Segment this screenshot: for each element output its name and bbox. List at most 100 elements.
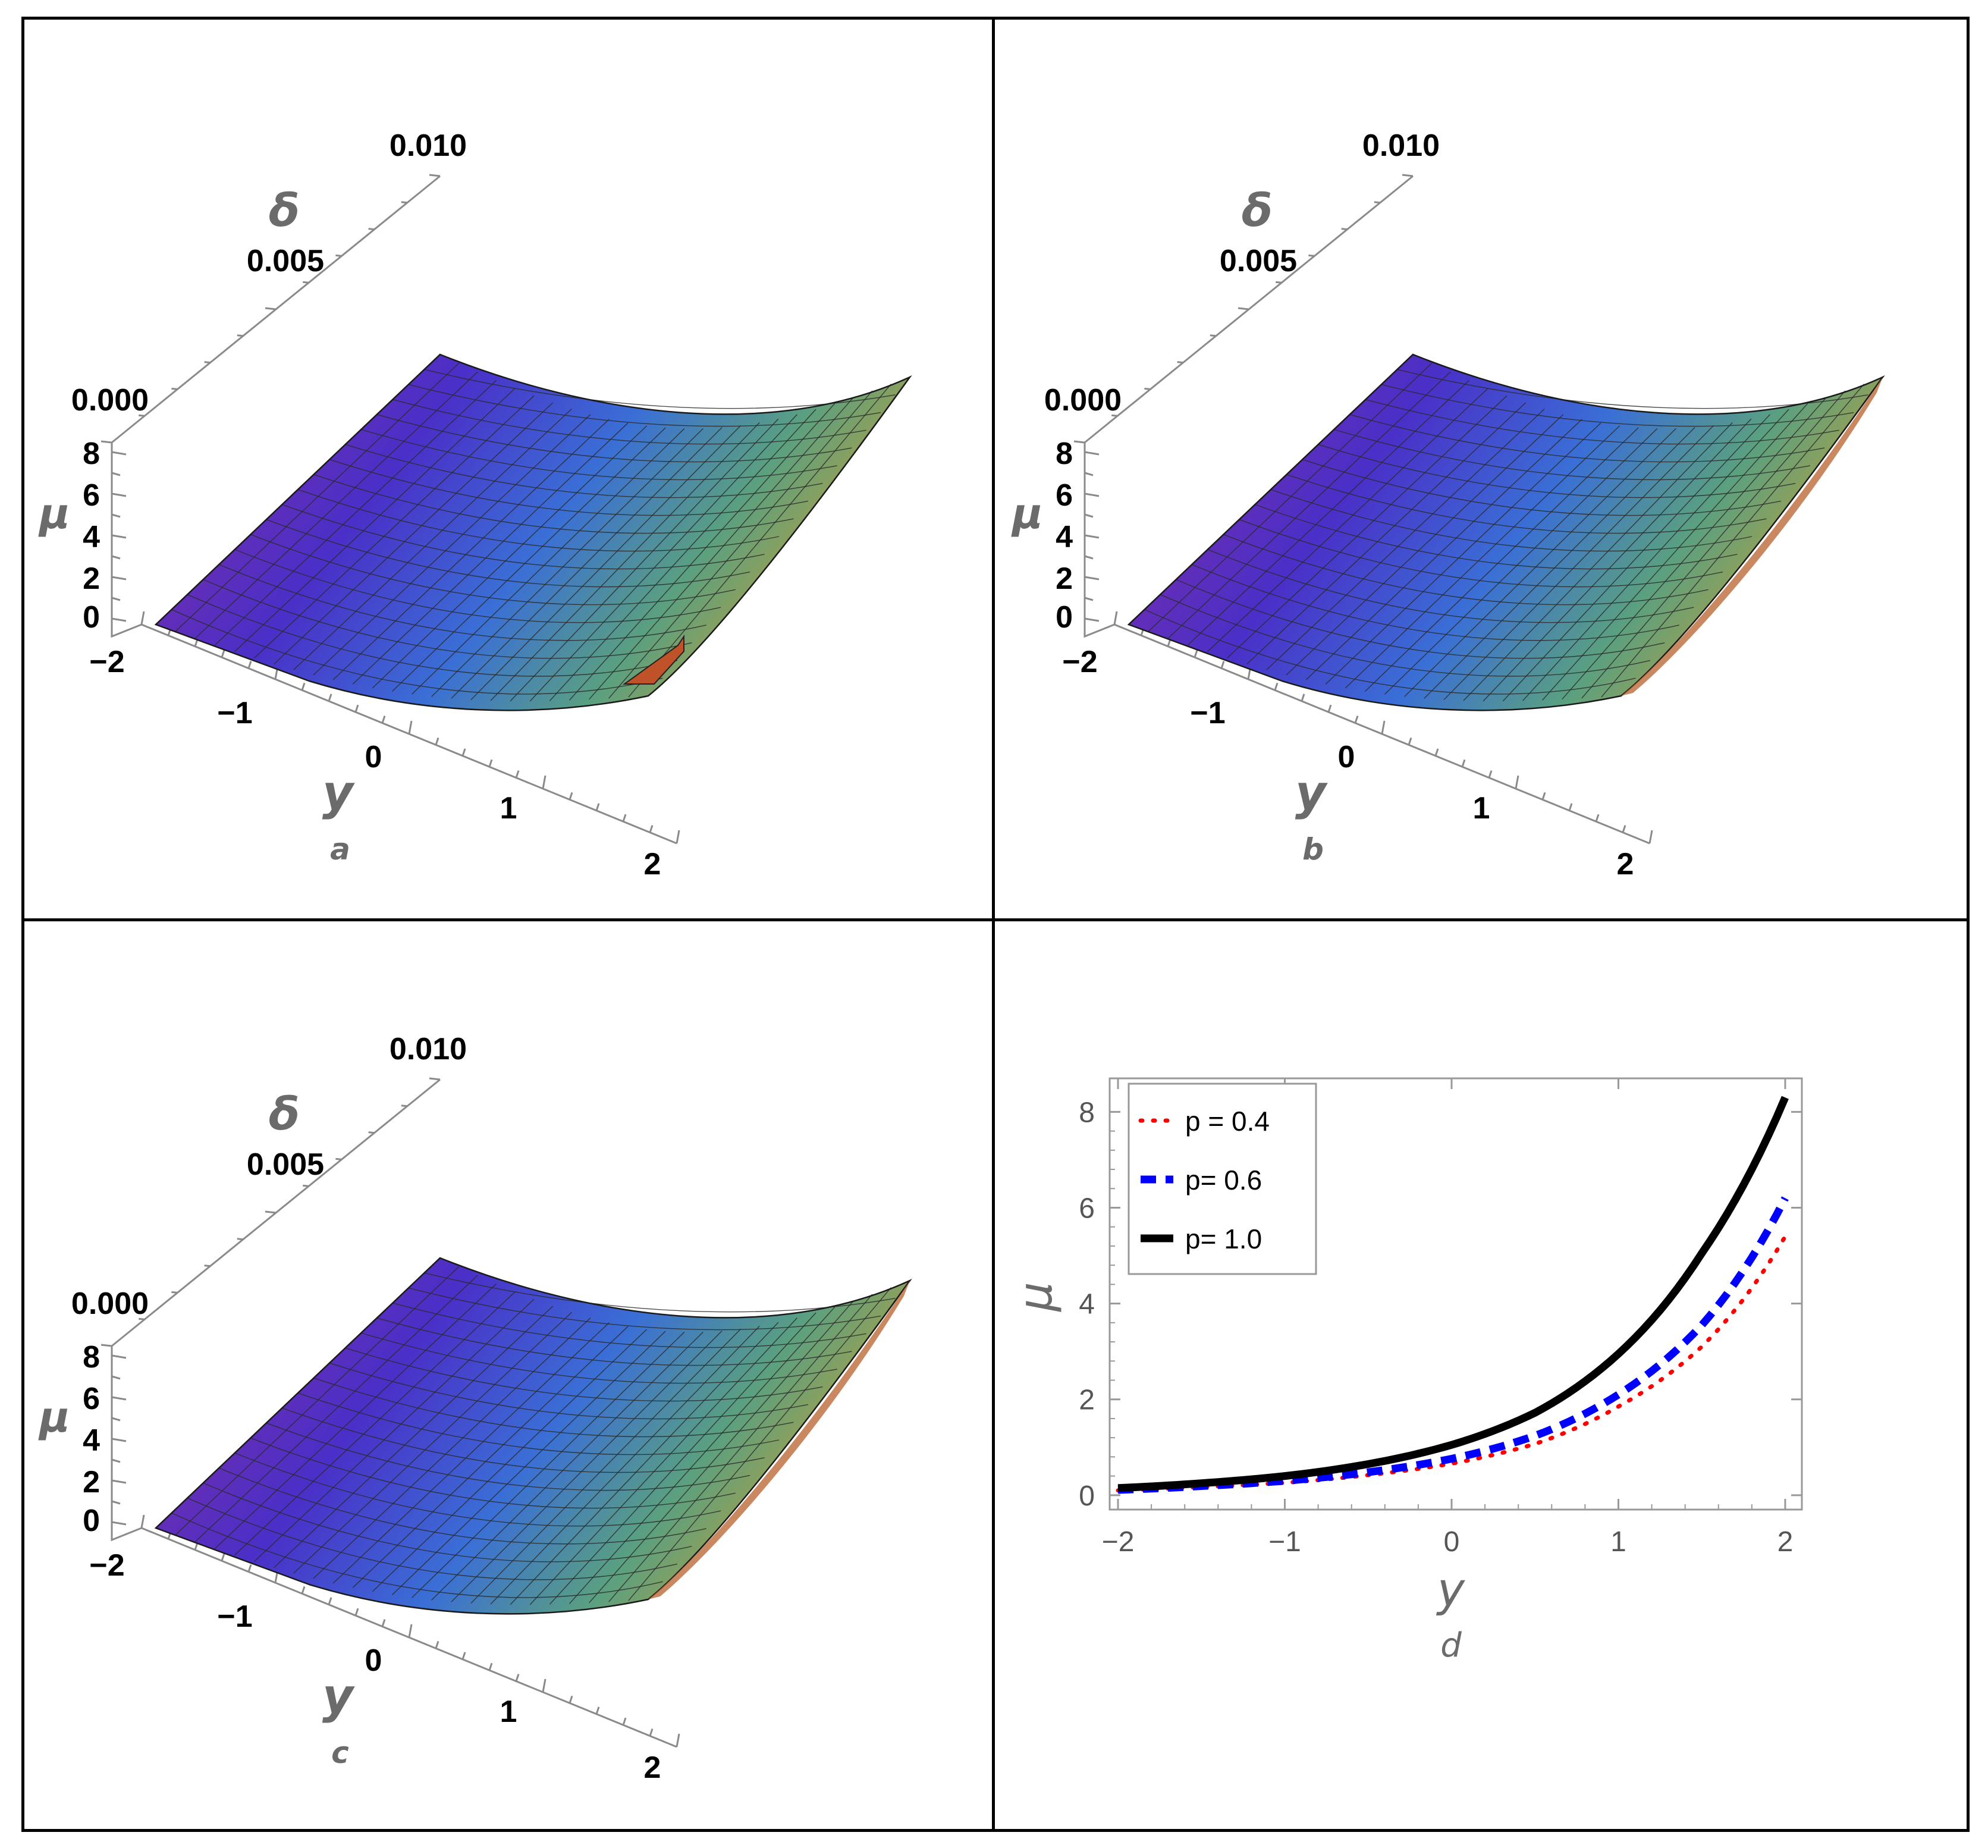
mesh-line: [451, 1331, 723, 1602]
mu-axis-title: μ: [1011, 490, 1043, 538]
mesh-line: [1255, 504, 1738, 570]
y-tick-mark: [569, 1695, 573, 1703]
mesh-line: [1302, 459, 1782, 516]
mesh-line: [234, 1452, 721, 1527]
mesh-line: [1483, 418, 1752, 702]
mu-tick-label: 0: [83, 1504, 100, 1538]
mu-tick-label: 0: [1056, 600, 1073, 635]
mesh-line: [1207, 549, 1694, 623]
delta-tick-mark: [139, 414, 145, 417]
mesh-line: [282, 504, 765, 570]
y-tick-mark: [328, 1597, 332, 1605]
mu-tick-mark: [111, 472, 121, 476]
mesh-line: [254, 395, 535, 658]
mu-tick-label: 4: [83, 1423, 100, 1458]
mesh-line: [293, 409, 572, 670]
mesh-line: [175, 1266, 460, 1536]
mesh-line: [1541, 403, 1808, 701]
delta-tick-mark: [265, 1210, 277, 1214]
mesh-line: [1227, 395, 1508, 658]
mesh-line: [1443, 425, 1714, 701]
y-tick-label: 0: [365, 740, 382, 774]
delta-tick-mark: [1276, 281, 1282, 284]
mesh-line: [1581, 390, 1846, 699]
mesh-line: [297, 1392, 780, 1455]
y-tick-mark: [1194, 650, 1198, 658]
mesh-line: [1364, 427, 1639, 692]
delta-tick-mark: [171, 387, 178, 390]
y-tick-mark: [676, 1733, 680, 1747]
mesh-line: [392, 1302, 866, 1348]
y-tick-label: 2: [1617, 847, 1634, 881]
y-tick-mark: [542, 775, 547, 789]
mesh-line: [1187, 379, 1470, 646]
y-tick-mark: [408, 1624, 413, 1638]
vertical-divider: [992, 17, 995, 1832]
mesh-line: [569, 403, 836, 701]
y-tick-mark: [1301, 694, 1305, 702]
line-chart-panel-d: −2 −1 0 1 2 0 2 4 6 8 y μ d p = 0.4 p= 0.6 p= 1.0: [1009, 1077, 1803, 1665]
delta-tick-mark: [1308, 254, 1315, 257]
y-tick-mark: [1622, 825, 1626, 833]
mesh-line: [1148, 363, 1433, 632]
series-line: [1117, 1096, 1789, 1492]
panel-label: a: [330, 832, 350, 867]
mesh-line: [218, 564, 706, 641]
x-tick-label: −1: [1268, 1526, 1301, 1558]
mesh-line: [549, 1312, 816, 1605]
x-tick-label: 0: [1444, 1526, 1460, 1558]
mesh-line: [628, 384, 891, 698]
mesh-line: [589, 1300, 854, 1604]
mesh-line: [1239, 519, 1723, 588]
mesh-line: [361, 1332, 837, 1384]
y-tick-mark: [140, 1514, 145, 1529]
mu-tick-label: 0: [83, 600, 100, 635]
mesh-line: [194, 371, 478, 639]
mesh-line: [361, 429, 837, 481]
y-tick-mark: [1354, 716, 1359, 724]
mu-tick-mark: [1084, 617, 1100, 622]
mesh-line: [1246, 402, 1527, 664]
mu-tick-label: 4: [83, 520, 100, 554]
mu-tick-mark: [1084, 597, 1094, 601]
y-tick-mark: [461, 1652, 466, 1660]
x-tick-label: 1: [1610, 1526, 1626, 1558]
mesh-line: [293, 1312, 572, 1574]
mesh-line: [187, 1497, 678, 1580]
mesh-line: [352, 1326, 629, 1588]
mesh-line: [1384, 428, 1658, 695]
mesh-line: [1325, 422, 1601, 685]
mesh-line: [1522, 409, 1789, 701]
mesh-line: [266, 1422, 750, 1491]
mesh-line: [1502, 414, 1770, 702]
panel-label: c: [331, 1736, 349, 1770]
mu-tick-mark: [111, 617, 127, 622]
mesh-line: [234, 1291, 516, 1556]
delta-tick-mark: [429, 174, 441, 177]
mesh-line: [608, 1294, 873, 1602]
mesh-line: [1286, 414, 1564, 676]
y-axis-title: y: [322, 765, 355, 820]
mu-tick-mark: [111, 1479, 127, 1484]
mu-tick-mark: [111, 513, 121, 518]
mesh-line: [1349, 414, 1825, 463]
figure-frame: [21, 17, 1970, 1832]
mesh-line: [372, 425, 648, 689]
mesh-line: [313, 474, 794, 534]
mu-tick-label: 6: [83, 1382, 100, 1416]
delta-tick-mark: [1341, 228, 1348, 231]
surface-panel-b: −2 −1 0 1 2 0.000 0.005 0.010 0 2 4 6 8 y δ μ b: [1011, 128, 1885, 881]
mesh-line: [1266, 409, 1545, 670]
mu-tick-label: 8: [1056, 437, 1073, 471]
legend-box: [1128, 1083, 1317, 1275]
y-tick-mark: [408, 720, 413, 735]
mesh-line: [628, 1287, 891, 1601]
mu-tick-mark: [111, 1500, 121, 1505]
y-tick-mark: [381, 716, 386, 724]
y-tick-label: −1: [217, 696, 252, 730]
mesh-line: [510, 418, 779, 702]
y-tick-mark: [622, 814, 627, 822]
delta-tick-mark: [101, 440, 112, 444]
mesh-line: [569, 1307, 836, 1604]
delta-tick-mark: [1402, 174, 1414, 177]
